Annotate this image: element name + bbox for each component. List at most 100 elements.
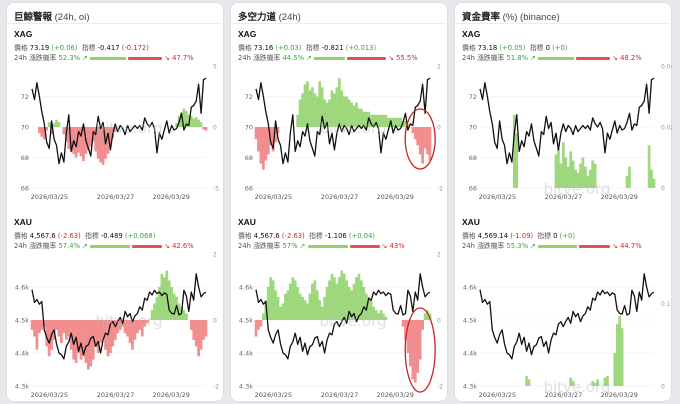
indicator-bar [379, 114, 383, 127]
y-tick-label: 72 [469, 93, 477, 101]
indicator-bar [374, 310, 378, 320]
probability-row: 24h 漲跌機率 51.8% ↗ ↘ 48.2% [462, 52, 642, 62]
price-line [31, 273, 207, 360]
probability-label: 24h 漲跌機率 [14, 54, 59, 62]
indicator-bar [276, 296, 280, 320]
indicator-bar [647, 145, 651, 188]
price-change: (-2.63) [281, 232, 305, 240]
indicator-bar [303, 300, 307, 320]
indicator-bar [138, 320, 142, 330]
down-probability-bar [349, 244, 380, 248]
indicator-bar [362, 111, 366, 127]
y-tick-label: 4.4k [463, 350, 477, 358]
indicator-bar [411, 127, 415, 134]
indicator-bar [286, 290, 290, 320]
indicator-bar [35, 320, 39, 350]
index-value: -0.821 [321, 44, 346, 52]
indicator-bar [45, 320, 49, 347]
indicator-bar [199, 122, 203, 127]
y2-tick-label: 0 [661, 186, 665, 193]
y-tick-label: 70 [21, 124, 29, 132]
indicator-bar [384, 114, 388, 127]
indicator-bar [293, 280, 297, 320]
panel-title: 資金費率 (%) (binance) [462, 9, 560, 23]
x-tick-label: 2026/03/29 [376, 193, 413, 201]
indicator-bar [306, 81, 309, 127]
down-probability-bar [347, 56, 387, 60]
indicator-bar [140, 320, 144, 337]
indicator-bar [162, 277, 166, 320]
x-tick-label: 2026/03/27 [321, 193, 358, 201]
indicator-bar [557, 148, 560, 188]
indicator-bar [296, 287, 300, 320]
indicator-bar [355, 277, 358, 320]
indicator-bar [613, 353, 617, 386]
indicator-bar [189, 320, 193, 330]
indicator-bar [123, 320, 127, 334]
indicator-bar [372, 114, 375, 127]
indicator-bar [374, 114, 378, 127]
down-probability: ↘ 43% [379, 242, 405, 250]
index-label: 指標 [77, 44, 98, 52]
indicator-bar [559, 163, 563, 188]
indicator-bar [350, 290, 353, 320]
probability-label: 24h 漲跌機率 [462, 54, 507, 62]
indicator-bar [315, 96, 319, 127]
price-indicator-chart: 4.6k 4.5k 4.4k 4.3k 2 0 -2 bitve.org 2026/03/25 2… [15, 252, 219, 400]
indicator-bar [254, 320, 258, 337]
indicator-bar [94, 127, 98, 152]
indicator-bar [261, 313, 265, 320]
indicator-bar [158, 287, 161, 320]
y2-tick-label: 0 [661, 384, 665, 391]
indicator-bar [364, 111, 368, 127]
x-tick-label: 2026/03/27 [97, 391, 134, 399]
y2-tick-label: 5 [213, 64, 217, 71]
indicator-bar [372, 306, 375, 320]
y-tick-label: 4.4k [15, 350, 29, 358]
indicator-bar [77, 320, 80, 353]
indicator-bar [113, 127, 117, 132]
probability-label: 24h 漲跌機率 [238, 54, 283, 62]
indicator-bar [185, 111, 188, 127]
indicator-bar [82, 127, 85, 162]
indicator-bar [418, 320, 422, 360]
indicator-bar [279, 306, 282, 320]
indicator-bar [175, 296, 178, 320]
price-change: (-1.09) [510, 232, 534, 240]
price-value: 4,569.14 [477, 232, 511, 240]
y2-tick-label: -5 [213, 186, 219, 193]
indicator-bar [347, 287, 351, 320]
indicator-bar [357, 108, 361, 127]
indicator-bar [416, 127, 420, 146]
indicator-bar [515, 133, 519, 188]
indicator-bar [99, 127, 102, 163]
indicator-bar [418, 127, 422, 155]
indicator-bar [581, 157, 585, 188]
down-probability: ↘ 48.2% [610, 54, 642, 62]
indicator-bar [596, 379, 599, 386]
annotation-circle [404, 108, 436, 170]
indicator-bar [94, 320, 98, 347]
indicator-bar [189, 116, 193, 127]
up-probability: 51.8% ↗ [506, 54, 539, 62]
x-tick-label: 2026/03/27 [545, 193, 582, 201]
price-label: 價格 [14, 232, 30, 240]
indicator-bar [318, 300, 322, 320]
indicator-bar [423, 127, 427, 149]
indicator-bar [77, 127, 80, 153]
price-info-row: 價格 73.18 (+0.05) 指標 0 (+0) [462, 42, 567, 52]
indicator-bar [416, 320, 420, 373]
indicator-bar [333, 277, 336, 320]
x-tick-label: 2026/03/29 [152, 391, 189, 399]
indicator-bar [337, 277, 341, 320]
indicator-bar [57, 320, 61, 337]
indicator-bar [264, 300, 268, 320]
indicator-bar [150, 310, 154, 320]
panel-title-text: 資金費率 [462, 12, 503, 23]
symbol-label: XAU [14, 217, 32, 227]
indicator-bar [360, 280, 363, 320]
watermark: bitve.org [543, 180, 610, 198]
index-change: (+0.04) [348, 232, 376, 240]
indicator-bar [172, 293, 176, 320]
x-tick-label: 2026/03/27 [321, 391, 358, 399]
